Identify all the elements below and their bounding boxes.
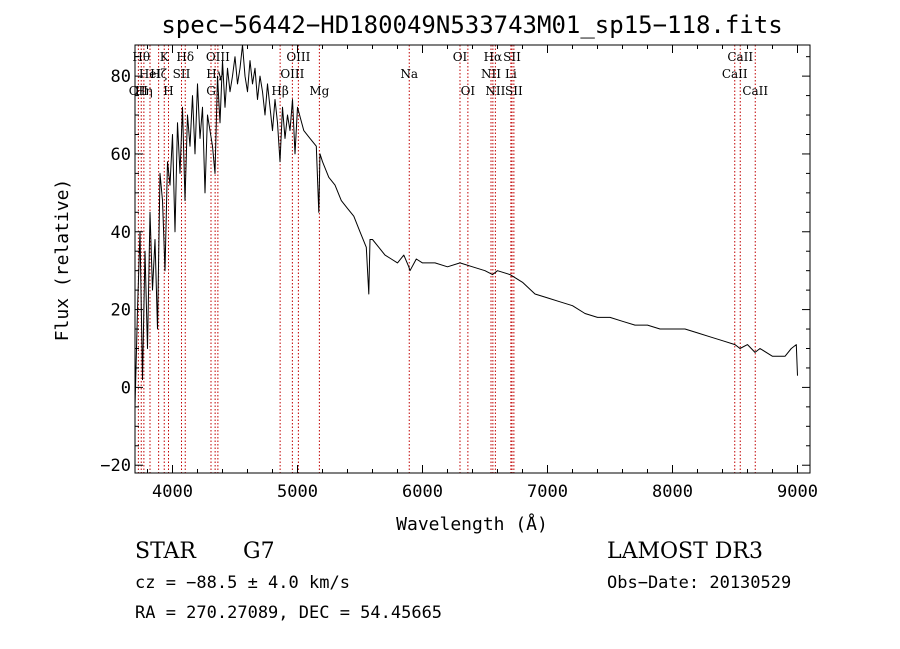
y-tick-label: −20 (100, 456, 131, 476)
spectral-line-labels: OIIHθHηHeIHζKHSIIHδGHγOIIIHβOIIIOIIIMgNa… (129, 50, 769, 98)
spectral-line-label: SII (173, 67, 191, 81)
spectral-line-label: OIII (286, 50, 310, 64)
spectral-line-label: NII (481, 67, 501, 81)
spectral-line-label: G (206, 84, 216, 98)
y-axis: −20 0 20 40 60 80 (100, 56, 810, 476)
spectral-line-label: H (163, 84, 173, 98)
spectral-line-label: OI (461, 84, 476, 98)
plot-frame (134, 44, 811, 474)
y-tick-label: 80 (111, 67, 131, 87)
spectral-line-label: CaII (727, 50, 753, 64)
chart-title: spec−56442−HD180049N533743M01_sp15−118.f… (161, 11, 782, 39)
x-tick-label: 9000 (777, 482, 818, 502)
object-subclass: G7 (243, 539, 275, 564)
survey-label: LAMOST DR3 (607, 539, 763, 564)
spectral-line-label: Hη (135, 84, 153, 98)
spectral-line-label: Hθ (132, 50, 150, 64)
flux-series-line (134, 44, 798, 407)
spectral-line-label: Hβ (271, 84, 288, 98)
spectral-line-label: OIII (280, 67, 304, 81)
spectral-line-markers (137, 45, 756, 473)
spectral-line-label: NII (485, 84, 505, 98)
spectral-line-label: OI (453, 50, 468, 64)
spectral-line-label: SII (503, 50, 521, 64)
y-tick-label: 20 (111, 301, 131, 321)
spectral-line-label: SII (505, 84, 523, 98)
y-tick-label: 40 (111, 223, 131, 243)
coordinates: RA = 270.27089, DEC = 54.45665 (135, 603, 443, 623)
x-tick-label: 8000 (652, 482, 693, 502)
x-tick-label: 5000 (277, 482, 318, 502)
spectral-line-label: HeI (139, 67, 162, 81)
spectral-line-label: Hγ (206, 67, 224, 81)
y-tick-label: 0 (121, 378, 131, 398)
x-tick-label: 6000 (402, 482, 443, 502)
spectral-line-label: OIII (206, 50, 230, 64)
spectral-line-label: Li (505, 67, 517, 81)
x-axis: 4000 5000 6000 7000 8000 9000 (147, 45, 818, 502)
spectral-line-label: CaII (722, 67, 748, 81)
spectral-line-label: Hδ (176, 50, 194, 64)
x-axis-label: Wavelength (Å) (396, 513, 548, 535)
spectral-line-label: Hζ (150, 67, 167, 81)
spectral-line-label: K (160, 50, 170, 64)
spectral-line-label: Na (400, 67, 418, 81)
obs-date: Obs−Date: 20130529 (607, 573, 792, 593)
object-class: STAR (135, 539, 196, 564)
spectral-line-label: Hα (484, 50, 503, 64)
spectral-line-label: OII (129, 84, 149, 98)
x-tick-label: 4000 (152, 482, 193, 502)
x-tick-label: 7000 (527, 482, 568, 502)
y-tick-label: 60 (111, 145, 131, 165)
spectral-line-label: Mg (309, 84, 329, 98)
spectral-line-label: CaII (742, 84, 768, 98)
y-axis-label: Flux (relative) (52, 179, 73, 342)
redshift-value: cz = −88.5 ± 4.0 km/s (135, 573, 350, 593)
